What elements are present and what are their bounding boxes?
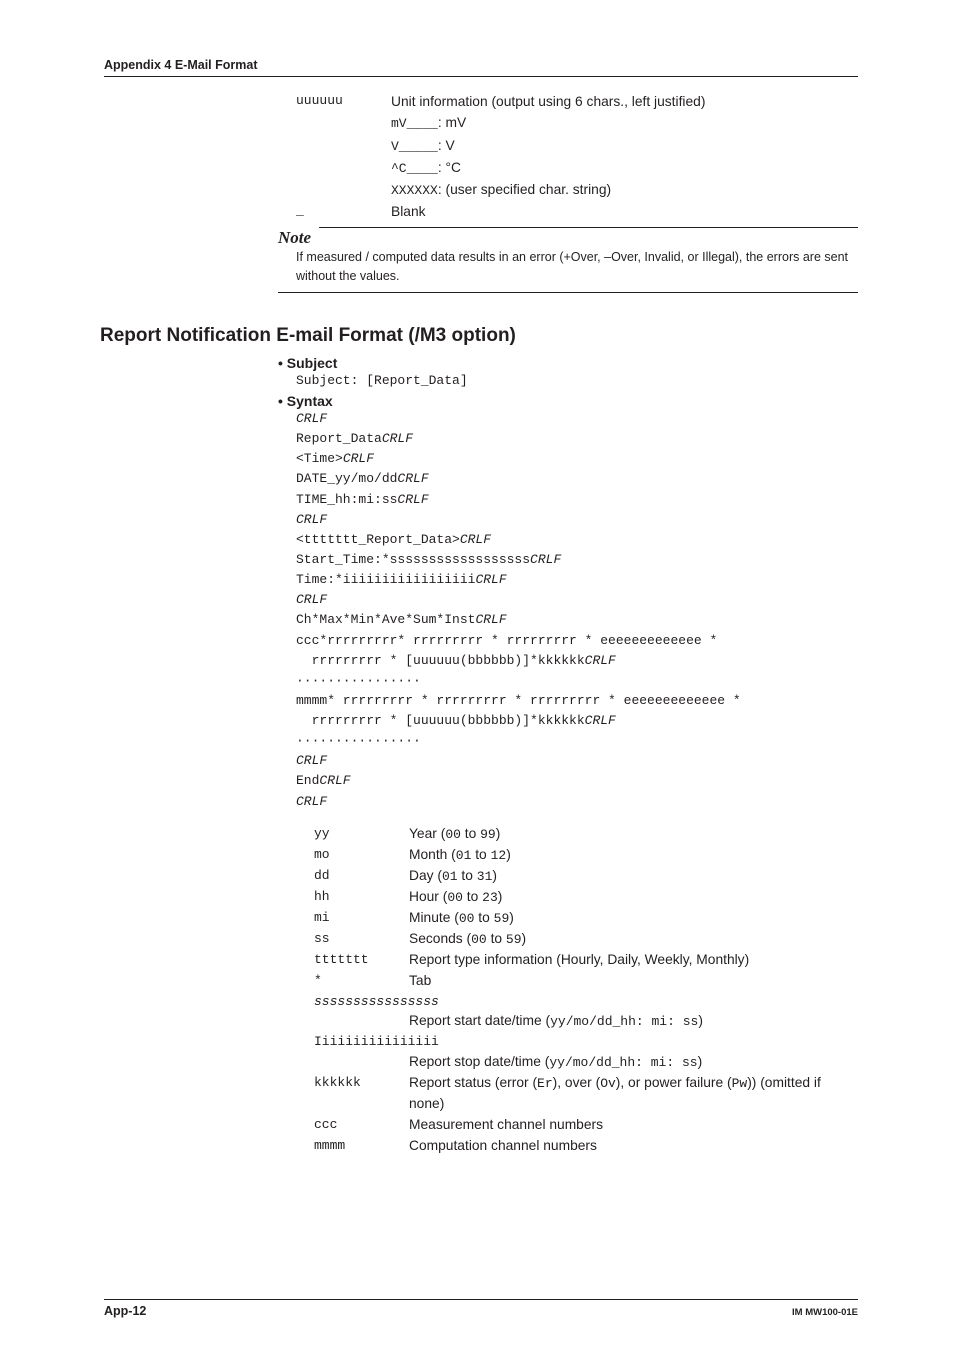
unit-sub-spacer xyxy=(296,179,391,201)
note-text: If measured / computed data results in a… xyxy=(296,248,858,286)
def-desc: Report status (error (Er), over (Ov), or… xyxy=(409,1073,858,1115)
def-desc: Report start date/time (yy/mo/dd_hh: mi:… xyxy=(409,1011,858,1032)
unit-sub-row: mV____: mV xyxy=(296,112,858,134)
def-desc: Month (01 to 12) xyxy=(409,845,858,866)
def-row: Report stop date/time (yy/mo/dd_hh: mi: … xyxy=(314,1052,858,1073)
def-row: tttttttReport type information (Hourly, … xyxy=(314,950,858,971)
note-bottom-rule xyxy=(278,292,858,293)
unit-sub-desc: V_____: V xyxy=(391,135,858,157)
unit-sub-spacer xyxy=(296,112,391,134)
def-code xyxy=(314,1011,409,1032)
def-desc: Tab xyxy=(409,971,858,992)
subject-line: Subject: [Report_Data] xyxy=(296,371,858,391)
def-desc: Seconds (00 to 59) xyxy=(409,929,858,950)
unit-info-block: uuuuuu Unit information (output using 6 … xyxy=(296,91,858,222)
def-row: Iiiiiiiiiiiiiiii xyxy=(314,1032,858,1052)
syntax-label: Syntax xyxy=(278,393,858,409)
def-desc: Minute (00 to 59) xyxy=(409,908,858,929)
def-code xyxy=(314,1052,409,1073)
desc-unit-info: Unit information (output using 6 chars.,… xyxy=(391,91,858,112)
def-code: * xyxy=(314,971,409,992)
syntax-body: CRLF Report_DataCRLF <Time>CRLF DATE_yy/… xyxy=(296,409,858,812)
desc-blank: Blank xyxy=(391,201,858,222)
def-desc xyxy=(409,1032,858,1052)
def-code: mi xyxy=(314,908,409,929)
unit-sub-row: V_____: V xyxy=(296,135,858,157)
note-heading-wrap: Note xyxy=(278,222,858,250)
unit-sub-desc: mV____: mV xyxy=(391,112,858,134)
def-desc: Day (01 to 31) xyxy=(409,866,858,887)
def-row: ssSeconds (00 to 59) xyxy=(314,929,858,950)
footer-page: App-12 xyxy=(104,1304,146,1318)
def-row: yyYear (00 to 99) xyxy=(314,824,858,845)
def-desc xyxy=(409,992,858,1012)
unit-sub-desc: ^C____: °C xyxy=(391,157,858,179)
page-footer: App-12 IM MW100-01E xyxy=(104,1299,858,1318)
definitions-block: yyYear (00 to 99)moMonth (01 to 12)ddDay… xyxy=(314,824,858,1157)
unit-sub-desc: XXXXXX: (user specified char. string) xyxy=(391,179,858,201)
def-row: miMinute (00 to 59) xyxy=(314,908,858,929)
def-code: yy xyxy=(314,824,409,845)
def-desc: Report stop date/time (yy/mo/dd_hh: mi: … xyxy=(409,1052,858,1073)
def-row: *Tab xyxy=(314,971,858,992)
def-code: ttttttt xyxy=(314,950,409,971)
section-heading: Report Notification E-mail Format (/M3 o… xyxy=(100,325,858,347)
unit-sub-row: XXXXXX: (user specified char. string) xyxy=(296,179,858,201)
appendix-header: Appendix 4 E-Mail Format xyxy=(104,58,858,72)
def-code: Iiiiiiiiiiiiiiii xyxy=(314,1032,409,1052)
def-code: ccc xyxy=(314,1115,409,1136)
def-row: hhHour (00 to 23) xyxy=(314,887,858,908)
def-code: dd xyxy=(314,866,409,887)
unit-sub-row: ^C____: °C xyxy=(296,157,858,179)
note-rule xyxy=(319,227,858,228)
def-desc: Measurement channel numbers xyxy=(409,1115,858,1136)
def-desc: Computation channel numbers xyxy=(409,1136,858,1157)
def-row: ssssssssssssssss xyxy=(314,992,858,1012)
def-code: ssssssssssssssss xyxy=(314,992,409,1012)
def-code: mmmm xyxy=(314,1136,409,1157)
def-row: kkkkkkReport status (error (Er), over (O… xyxy=(314,1073,858,1115)
def-row: cccMeasurement channel numbers xyxy=(314,1115,858,1136)
def-row: mmmmComputation channel numbers xyxy=(314,1136,858,1157)
footer-doc-id: IM MW100-01E xyxy=(792,1307,858,1318)
def-code: ss xyxy=(314,929,409,950)
def-code: mo xyxy=(314,845,409,866)
def-code: hh xyxy=(314,887,409,908)
def-desc: Hour (00 to 23) xyxy=(409,887,858,908)
note-label: Note xyxy=(278,228,311,248)
def-desc: Report type information (Hourly, Daily, … xyxy=(409,950,858,971)
code-blank: _ xyxy=(296,201,391,222)
def-desc: Year (00 to 99) xyxy=(409,824,858,845)
unit-sub-spacer xyxy=(296,135,391,157)
def-row: Report start date/time (yy/mo/dd_hh: mi:… xyxy=(314,1011,858,1032)
subject-label: Subject xyxy=(278,355,858,371)
code-uuuuuu: uuuuuu xyxy=(296,91,391,112)
def-code: kkkkkk xyxy=(314,1073,409,1115)
unit-sub-spacer xyxy=(296,157,391,179)
def-row: ddDay (01 to 31) xyxy=(314,866,858,887)
def-row: moMonth (01 to 12) xyxy=(314,845,858,866)
